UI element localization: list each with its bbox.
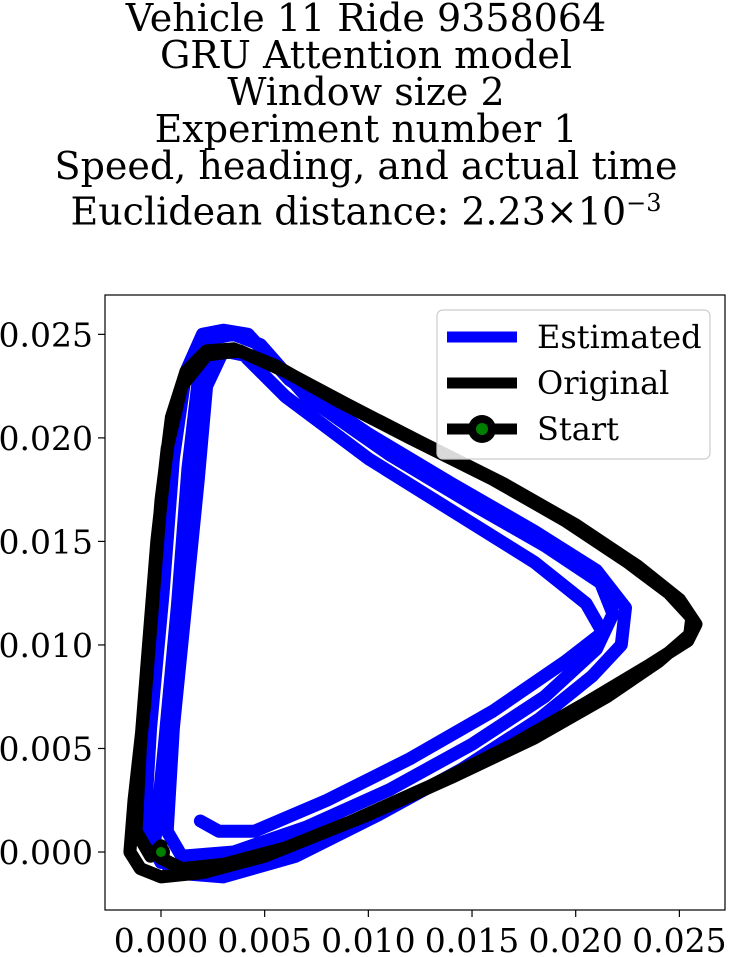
ticks-layer: 0.000 0.005 0.010 0.015 0.020 0.0250.0000.005… xyxy=(0,315,727,957)
legend: Estimated Original Start xyxy=(436,309,711,460)
title-line-3: Window size 2 xyxy=(227,70,505,114)
title-line-5: Speed, heading, and actual time xyxy=(54,144,678,188)
x-tick-label: 0.010 xyxy=(321,921,415,957)
y-tick-label: 0.015 xyxy=(0,522,93,561)
title-line-2: GRU Attention model xyxy=(159,33,573,77)
series-line-original xyxy=(123,342,703,884)
legend-start-label: Start xyxy=(537,410,619,448)
x-tick-label: 0.025 xyxy=(632,921,726,957)
axes-frame xyxy=(104,294,726,911)
title-distance-prefix: Euclidean distance: 2.23×10 xyxy=(70,189,627,234)
legend-original-label: Original xyxy=(537,364,669,402)
y-tick-label: 0.010 xyxy=(0,626,93,665)
series-line-estimated xyxy=(137,323,632,884)
y-tick-label: 0.025 xyxy=(0,315,93,354)
x-tick-label: 0.005 xyxy=(217,921,311,957)
title-line-1: Vehicle 11 Ride 9358064 xyxy=(125,0,607,40)
series-layer xyxy=(123,323,703,884)
y-tick-label: 0.000 xyxy=(0,833,93,872)
x-tick-label: 0.000 xyxy=(114,921,208,957)
title-distance-exponent: −3 xyxy=(626,189,662,217)
legend-box xyxy=(436,309,711,460)
title-line-6: Euclidean distance: 2.23×10−3 xyxy=(0,185,732,231)
x-tick-label: 0.020 xyxy=(528,921,622,957)
start-marker xyxy=(155,847,166,858)
title-line-4: Experiment number 1 xyxy=(154,107,578,151)
legend-start-marker xyxy=(476,423,488,435)
legend-estimated-label: Estimated xyxy=(537,318,702,356)
y-tick-label: 0.005 xyxy=(0,729,93,768)
x-tick-label: 0.015 xyxy=(425,921,519,957)
chart-title: Vehicle 11 Ride 9358064 GRU Attention mo… xyxy=(0,0,732,231)
y-tick-label: 0.020 xyxy=(0,419,93,458)
